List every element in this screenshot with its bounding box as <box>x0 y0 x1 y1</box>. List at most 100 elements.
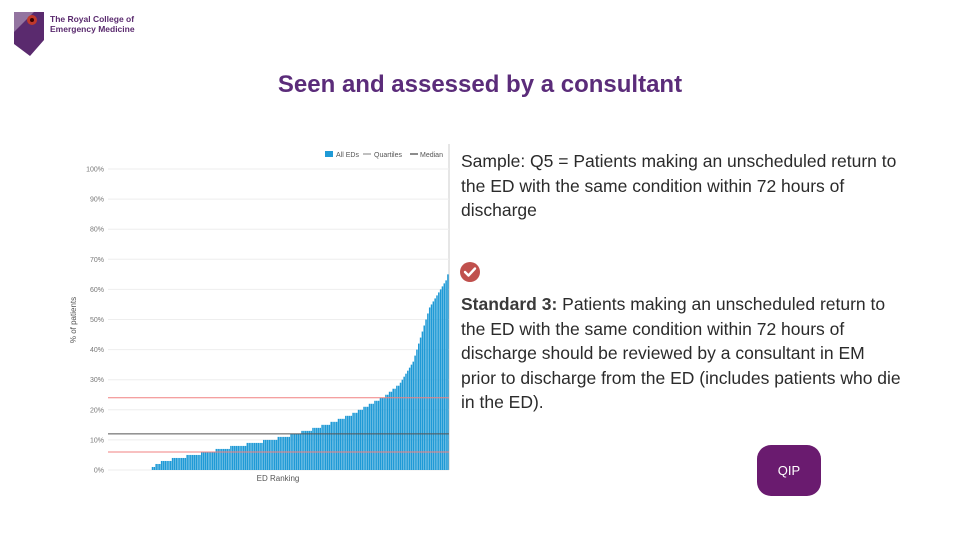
bar <box>190 454 192 470</box>
logo-text: The Royal College of Emergency Medicine <box>50 14 135 34</box>
y-tick-label: 90% <box>90 197 104 204</box>
y-tick-label: 0% <box>94 468 104 475</box>
y-tick-label: 70% <box>90 257 104 264</box>
bar <box>304 430 307 470</box>
bar <box>363 406 365 470</box>
bar <box>153 466 156 470</box>
legend-label-median: Median <box>420 152 443 159</box>
bar <box>157 463 159 470</box>
bar <box>217 448 219 470</box>
bar <box>432 301 435 470</box>
rcem-crest-icon <box>14 12 44 56</box>
bar <box>385 394 387 470</box>
logo-line-1: The Royal College of <box>50 14 135 24</box>
standard-label: Standard 3: <box>461 294 558 314</box>
bar <box>388 391 391 470</box>
bar <box>242 445 245 470</box>
rcem-logo: The Royal College of Emergency Medicine <box>12 10 147 60</box>
bar <box>179 457 181 470</box>
bar <box>182 457 185 470</box>
bar <box>339 418 342 470</box>
standard-text: Patients making an unscheduled return to… <box>461 294 901 412</box>
bar <box>401 379 404 470</box>
bar <box>303 430 305 470</box>
sample-description: Sample: Q5 = Patients making an unschedu… <box>461 151 897 220</box>
bar <box>204 451 207 470</box>
chart-area: 0% 10% 20% 30% 40% 50% 60% 70% 80% 90% 100% % of p… <box>64 144 454 490</box>
bar <box>308 430 311 470</box>
bar <box>286 436 289 470</box>
bar <box>419 337 422 470</box>
bar <box>323 424 325 470</box>
bar <box>275 439 278 470</box>
bar <box>273 439 276 470</box>
qip-button[interactable]: QIP <box>757 445 821 496</box>
bar <box>330 421 332 470</box>
bar <box>376 400 378 470</box>
bar <box>430 304 433 470</box>
bar <box>361 409 363 470</box>
bar <box>372 403 374 470</box>
bar <box>394 388 396 470</box>
standard-description: Standard 3: Patients making an unschedul… <box>461 292 901 415</box>
legend-label-all-eds: All EDs <box>336 152 359 159</box>
bar <box>263 439 265 470</box>
bar <box>325 424 327 470</box>
bar <box>288 436 291 470</box>
bar <box>407 370 409 470</box>
bar <box>354 412 356 470</box>
bar <box>246 442 249 470</box>
bar <box>253 442 256 470</box>
bar <box>439 289 442 470</box>
bar <box>396 385 398 470</box>
y-tick-labels: 0% 10% 20% 30% 40% 50% 60% 70% 80% 90% 100% <box>86 167 104 475</box>
bar <box>277 436 280 470</box>
y-tick-label: 10% <box>90 437 104 444</box>
bar <box>301 430 303 470</box>
bar <box>168 460 170 470</box>
bar <box>346 415 349 470</box>
bar <box>319 427 322 470</box>
bar <box>370 403 373 470</box>
bar <box>201 451 203 470</box>
bar <box>180 457 183 470</box>
bar <box>177 457 179 470</box>
bar <box>244 445 247 470</box>
bar <box>268 439 270 470</box>
bar <box>399 382 402 470</box>
bar <box>215 448 218 470</box>
bar <box>425 319 427 470</box>
bar <box>175 457 177 470</box>
bar <box>208 451 210 470</box>
bar <box>352 412 354 470</box>
bar <box>445 280 447 470</box>
y-tick-label: 30% <box>90 377 104 384</box>
bar <box>436 295 438 470</box>
bar <box>387 394 389 470</box>
bar <box>226 448 229 470</box>
bar <box>335 421 338 470</box>
bar <box>434 298 436 470</box>
y-tick-label: 40% <box>90 347 104 354</box>
y-tick-label: 60% <box>90 287 104 294</box>
bar <box>186 454 188 470</box>
bar <box>368 403 371 470</box>
bar <box>170 460 172 470</box>
bar <box>427 313 429 470</box>
bar <box>233 445 236 470</box>
y-tick-label: 20% <box>90 407 104 414</box>
legend: All EDs Quartiles Median <box>325 151 443 159</box>
bar <box>206 451 208 470</box>
x-axis-label: ED Ranking <box>257 474 300 483</box>
bar <box>403 376 405 470</box>
bar <box>228 448 230 470</box>
bar-chart: 0% 10% 20% 30% 40% 50% 60% 70% 80% 90% 100% % of p… <box>64 144 454 490</box>
page-title: Seen and assessed by a consultant <box>277 71 683 98</box>
bar <box>221 448 223 470</box>
bar <box>255 442 258 470</box>
bar <box>219 448 221 470</box>
bar <box>211 451 214 470</box>
legend-label-quartiles: Quartiles <box>374 152 403 159</box>
bar <box>171 457 174 470</box>
gridlines <box>108 168 449 471</box>
